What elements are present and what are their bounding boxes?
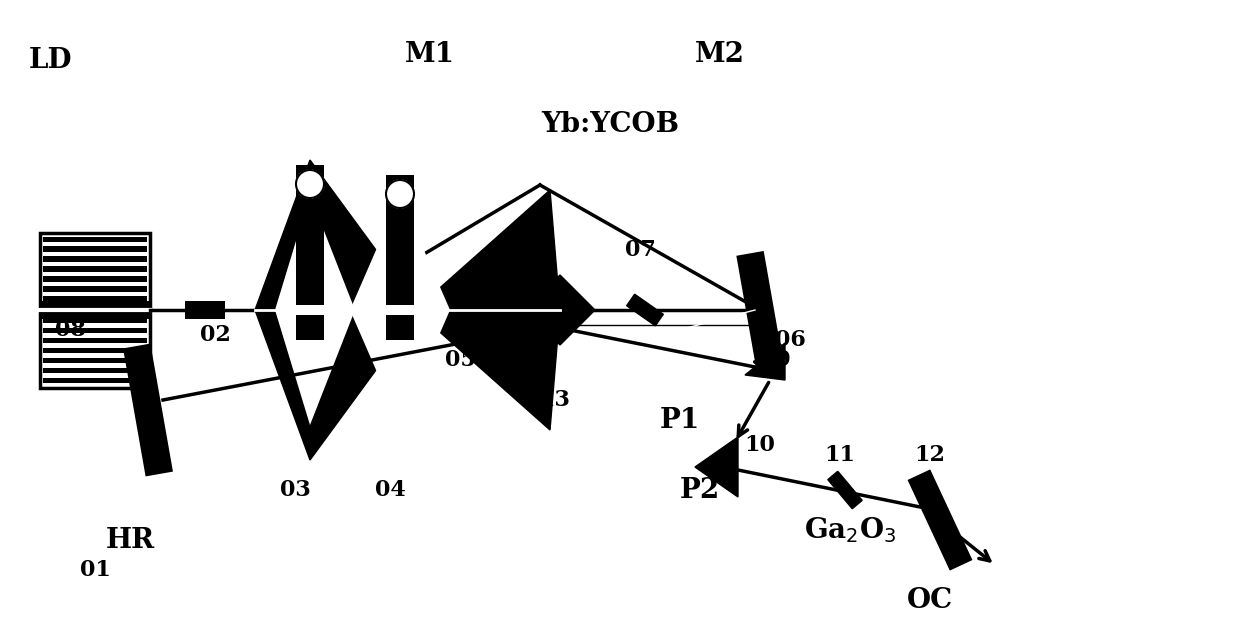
Text: 07: 07 (625, 239, 656, 261)
Bar (43, 358, 148, 363)
Circle shape (296, 170, 324, 198)
Text: OC: OC (906, 586, 954, 614)
Text: HR: HR (105, 527, 155, 554)
Polygon shape (694, 437, 738, 497)
Polygon shape (415, 310, 560, 430)
Polygon shape (275, 195, 355, 425)
Bar (185, 301, 224, 319)
Bar (43, 378, 148, 383)
Polygon shape (350, 195, 450, 425)
Bar (43, 247, 148, 252)
Bar (43, 318, 148, 323)
Text: Yb:YCOB: Yb:YCOB (541, 111, 680, 138)
Bar (296, 315, 324, 340)
Text: 11: 11 (825, 444, 856, 466)
Text: 10: 10 (744, 434, 775, 456)
Bar (43, 266, 148, 272)
Bar (43, 296, 148, 302)
Polygon shape (255, 160, 420, 310)
Text: LD: LD (29, 46, 72, 74)
Text: 06: 06 (775, 329, 806, 351)
Circle shape (386, 180, 414, 208)
Text: Ga$_2$O$_3$: Ga$_2$O$_3$ (804, 515, 897, 545)
Text: 13: 13 (539, 389, 570, 411)
Text: 04: 04 (374, 479, 405, 501)
Text: 05: 05 (445, 349, 475, 371)
Polygon shape (255, 310, 420, 460)
Text: 12: 12 (915, 444, 945, 466)
Bar (296, 165, 324, 305)
Bar (43, 286, 148, 292)
Bar (43, 276, 148, 282)
Polygon shape (626, 294, 663, 326)
Bar (40, 232, 150, 387)
Bar (386, 175, 414, 305)
Bar (40, 301, 150, 319)
Bar (43, 348, 148, 353)
Text: 03: 03 (280, 479, 310, 501)
Polygon shape (415, 190, 560, 310)
Text: 01: 01 (79, 559, 110, 581)
Polygon shape (828, 472, 862, 509)
Text: 02: 02 (200, 324, 231, 346)
Polygon shape (745, 343, 785, 380)
Text: 08: 08 (55, 319, 86, 341)
Text: P2: P2 (680, 476, 720, 504)
Bar (43, 237, 148, 242)
Bar (43, 338, 148, 344)
Bar (43, 256, 148, 262)
Text: 09: 09 (760, 349, 790, 371)
Bar (386, 315, 414, 340)
Polygon shape (525, 275, 595, 345)
Bar (43, 328, 148, 333)
Text: M1: M1 (405, 41, 455, 69)
Bar (43, 368, 148, 373)
Text: M2: M2 (694, 41, 745, 69)
Text: P1: P1 (660, 407, 701, 433)
